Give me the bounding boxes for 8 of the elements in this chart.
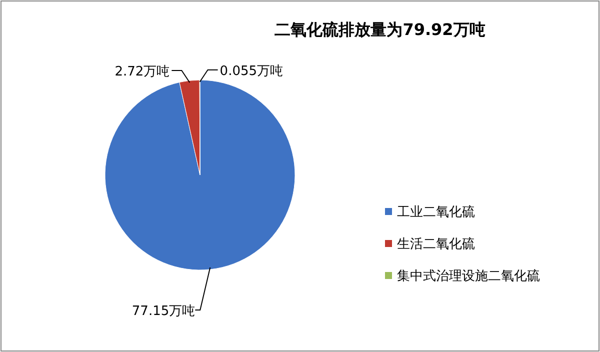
data-label: 2.72万吨: [114, 64, 170, 80]
legend-label: 集中式治理设施二氧化硫: [397, 269, 540, 284]
pie-slice: [104, 80, 296, 270]
data-label: 0.055万吨: [220, 64, 284, 79]
legend-label: 工业二氧化硫: [397, 205, 475, 220]
chart-title: 二氧化硫排放量为79.92万吨: [274, 20, 486, 39]
legend-label: 生活二氧化硫: [397, 237, 475, 252]
data-label: 77.15万吨: [132, 304, 196, 319]
